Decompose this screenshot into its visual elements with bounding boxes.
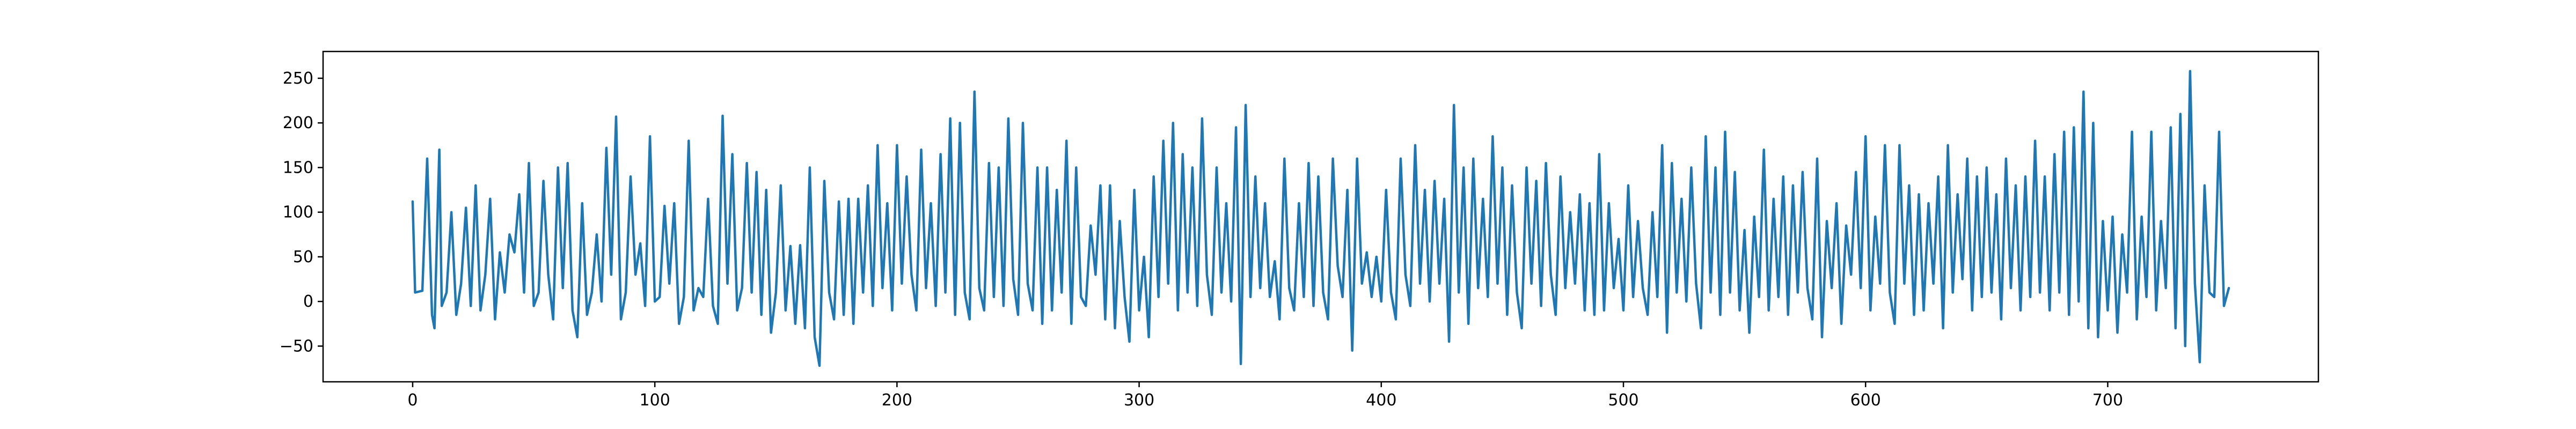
y-tick-label: 250 [283, 69, 313, 88]
x-tick-label: 700 [2092, 391, 2123, 410]
x-tick-label: 200 [882, 391, 912, 410]
y-tick-label: 50 [293, 248, 313, 267]
axes: 0 100 200 300 400 500 600 700 −50 0 50 100 150 200 25… [280, 50, 2319, 410]
x-tick-label: 500 [1608, 391, 1638, 410]
x-tick-label: 100 [640, 391, 670, 410]
y-tick-label: 0 [303, 292, 313, 311]
axes-frame [322, 50, 2319, 383]
x-tick-label: 300 [1124, 391, 1154, 410]
y-tick-label: 150 [283, 158, 313, 177]
y-tick-label: 100 [283, 203, 313, 222]
plot-area [411, 70, 2230, 367]
x-tick-label: 600 [1850, 391, 1881, 410]
y-tick-label: −50 [280, 337, 313, 356]
y-tick-label: 200 [283, 114, 313, 132]
x-axis-ticks: 0 100 200 300 400 500 600 700 [407, 382, 2123, 410]
series-line [411, 70, 2230, 367]
x-tick-label: 400 [1366, 391, 1396, 410]
y-axis-ticks: −50 0 50 100 150 200 250 [280, 69, 323, 356]
x-tick-label: 0 [407, 391, 418, 410]
